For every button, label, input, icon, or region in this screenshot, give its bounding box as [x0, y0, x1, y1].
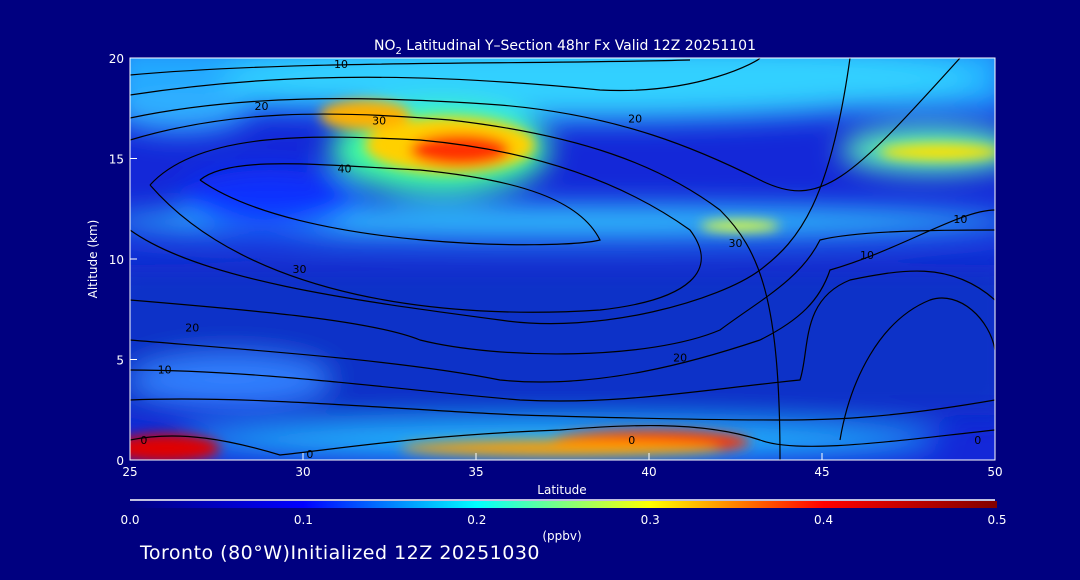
contour-label: 20 — [185, 321, 199, 334]
contour-label: 20 — [673, 351, 687, 364]
x-tick-label: 25 — [122, 465, 137, 479]
colorbar-tick-label: 0.3 — [641, 513, 660, 527]
contour-label: 0 — [974, 434, 981, 447]
contour-label: 20 — [628, 112, 642, 125]
contour-label: 30 — [729, 237, 743, 250]
contour-label: 10 — [953, 213, 967, 226]
x-tick-label: 50 — [987, 465, 1002, 479]
y-tick-label: 0 — [116, 454, 124, 468]
colorbar-ticks: 0.0 0.1 0.2 0.3 0.4 0.5 — [120, 513, 1006, 527]
colorbar-tick-label: 0.5 — [987, 513, 1006, 527]
x-axis: 25 30 35 40 45 50 — [122, 453, 1003, 479]
y-axis: 0 5 10 15 20 — [109, 52, 137, 468]
x-tick-label: 45 — [814, 465, 829, 479]
contour-labels: 10 20 30 40 20 30 30 20 10 10 10 20 0 0 0 0 — [140, 58, 981, 461]
contour-label: 10 — [334, 58, 348, 71]
contour-lines — [130, 58, 995, 460]
contour-label: 10 — [158, 364, 172, 377]
contour-label: 30 — [372, 114, 386, 127]
x-tick-label: 40 — [641, 465, 656, 479]
y-tick-label: 15 — [109, 153, 124, 167]
contour-label: 0 — [628, 434, 635, 447]
colorbar-tick-label: 0.1 — [294, 513, 313, 527]
y-tick-label: 5 — [116, 354, 124, 368]
y-tick-label: 10 — [109, 253, 124, 267]
contour-label: 20 — [254, 100, 268, 113]
x-tick-label: 35 — [468, 465, 483, 479]
contour-label: 0 — [306, 448, 313, 461]
x-axis-label: Latitude — [537, 483, 586, 497]
contour-label: 30 — [293, 263, 307, 276]
colorbar-unit: (ppbv) — [542, 529, 581, 543]
colorbar — [130, 501, 997, 508]
chart-title: NO2 Latitudinal Y–Section 48hr Fx Valid … — [374, 38, 756, 57]
contour-label: 10 — [860, 249, 874, 262]
footer-location-init: Toronto (80°W)Initialized 12Z 20251030 — [140, 542, 541, 564]
y-axis-label: Altitude (km) — [86, 220, 100, 299]
contour-label: 40 — [338, 163, 352, 176]
plot-area: 10 20 30 40 20 30 30 20 10 10 10 20 0 0 0 0 — [130, 58, 995, 461]
x-tick-label: 30 — [295, 465, 310, 479]
contour-label: 0 — [140, 434, 147, 447]
y-tick-label: 20 — [109, 52, 124, 66]
colorbar-tick-label: 0.4 — [814, 513, 833, 527]
colorbar-tick-label: 0.2 — [467, 513, 486, 527]
colorbar-tick-label: 0.0 — [120, 513, 139, 527]
